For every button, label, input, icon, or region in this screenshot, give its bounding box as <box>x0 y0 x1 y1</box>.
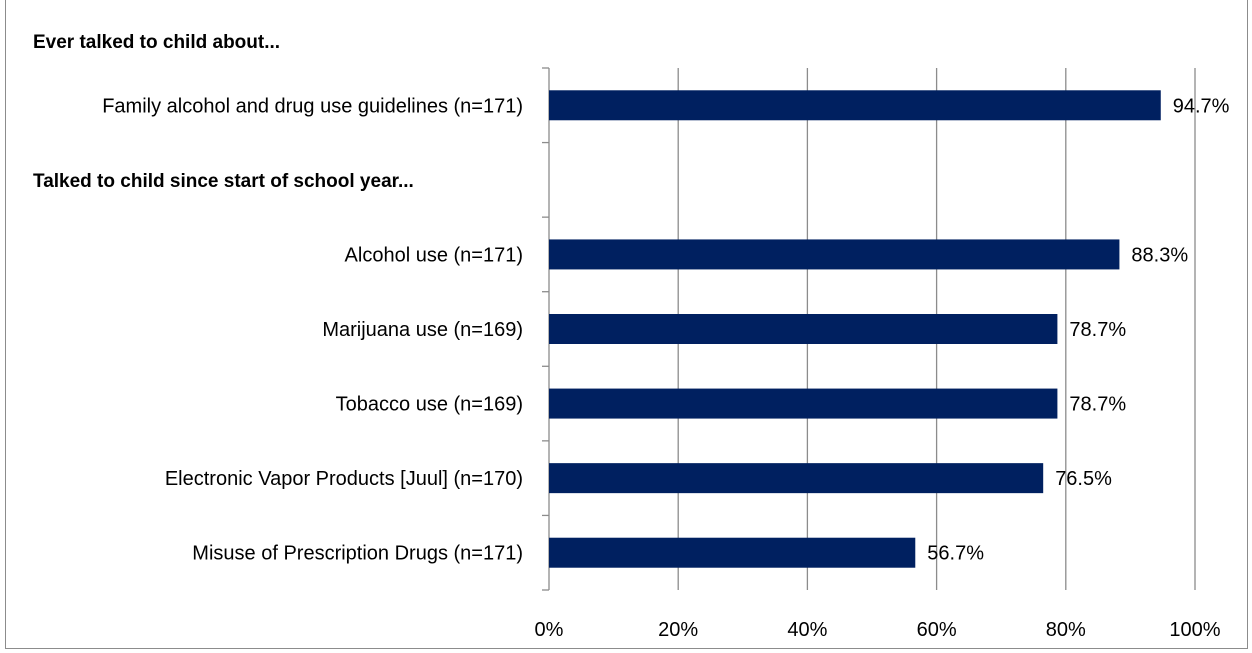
data-label: 78.7% <box>1069 319 1126 341</box>
data-label: 88.3% <box>1131 244 1188 266</box>
x-tick-labels: 0% 20% 40% 60% 80% 100% <box>535 619 1221 641</box>
data-label: 94.7% <box>1173 95 1230 117</box>
group-label: Ever talked to child about... <box>33 32 280 53</box>
category-label: Marijuana use (n=169) <box>322 319 523 341</box>
category-label: Family alcohol and drug use guidelines (… <box>102 95 523 117</box>
group-labels: Ever talked to child about... Talked to c… <box>33 32 414 192</box>
x-tick-label: 80% <box>1046 619 1086 641</box>
category-labels: Family alcohol and drug use guidelines (… <box>102 95 523 564</box>
bars <box>549 90 1161 568</box>
x-tick-label: 100% <box>1169 619 1220 641</box>
x-tick-label: 60% <box>917 619 957 641</box>
category-label: Alcohol use (n=171) <box>345 244 523 266</box>
category-label: Electronic Vapor Products [Juul] (n=170) <box>165 468 523 490</box>
bar <box>549 90 1161 121</box>
group-label: Talked to child since start of school ye… <box>33 171 414 192</box>
x-tick-label: 0% <box>535 619 564 641</box>
bar <box>549 314 1058 344</box>
category-label: Misuse of Prescription Drugs (n=171) <box>192 543 523 565</box>
bar <box>549 537 916 568</box>
data-label: 56.7% <box>927 543 984 565</box>
data-labels: 94.7% 88.3% 78.7% 78.7% 76.5% 56.7% <box>927 95 1229 564</box>
category-label: Tobacco use (n=169) <box>336 394 523 416</box>
category-axis <box>542 67 550 591</box>
bar <box>549 388 1058 419</box>
x-tick-label: 20% <box>658 619 698 641</box>
bar <box>549 239 1120 270</box>
chart-frame <box>5 0 1248 649</box>
x-tick-label: 40% <box>787 619 827 641</box>
data-label: 78.7% <box>1069 394 1126 416</box>
data-label: 76.5% <box>1055 468 1112 490</box>
bar <box>549 463 1044 494</box>
